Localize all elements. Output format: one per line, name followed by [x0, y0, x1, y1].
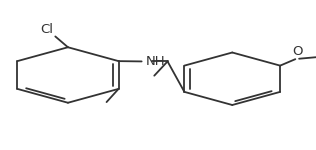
Text: O: O: [292, 45, 303, 58]
Text: NH: NH: [145, 55, 165, 68]
Text: Cl: Cl: [41, 23, 54, 36]
